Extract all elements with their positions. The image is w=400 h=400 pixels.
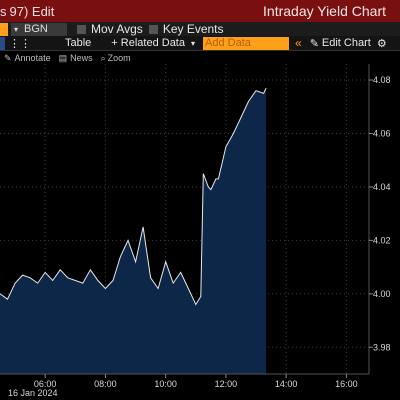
annotate-icon[interactable]: ✎ xyxy=(4,52,12,63)
edit-menu-button[interactable]: 97) Edit xyxy=(9,3,55,19)
y-tick-label: 4.00 xyxy=(373,289,391,299)
x-tick-label: 06:00 xyxy=(34,379,57,389)
y-tick-label: 4.06 xyxy=(373,128,391,138)
intraday-yield-chart[interactable]: 3.98 4.00 4.02 4.04 4.06 4.08 06:00 08:00 10:00… xyxy=(0,64,400,400)
annotation-row: ✎ Annotate ▤ News ⌕ Zoom xyxy=(0,52,400,64)
blue-marker-icon xyxy=(0,36,5,50)
y-tick-label: 4.08 xyxy=(373,75,391,85)
title-bar-fragment: s xyxy=(0,3,7,19)
source-select[interactable]: BGN xyxy=(21,22,67,36)
news-icon[interactable]: ▤ xyxy=(58,52,68,63)
title-bar: s 97) Edit Intraday Yield Chart xyxy=(0,0,400,22)
annotate-button[interactable]: Annotate xyxy=(14,53,51,63)
options-row: ▾ BGN Mov Avgs Key Events xyxy=(0,22,400,36)
x-tick-label: 08:00 xyxy=(94,379,117,389)
pencil-icon[interactable]: ✎ xyxy=(309,37,319,50)
y-axis: 3.98 4.00 4.02 4.04 4.06 4.08 xyxy=(369,75,391,352)
edit-chart-button[interactable]: Edit Chart xyxy=(321,37,371,49)
chart-toolbar: ⋮⋮ Table + Related Data ▾ Add Data « ✎ E… xyxy=(0,36,400,51)
orange-marker-icon xyxy=(0,22,8,36)
key-events-checkbox[interactable] xyxy=(148,24,158,34)
table-button[interactable]: Table xyxy=(65,37,92,49)
window-title: Intraday Yield Chart xyxy=(263,3,386,19)
x-tick-label: 12:00 xyxy=(215,379,238,389)
x-tick-label: 14:00 xyxy=(275,379,298,389)
zoom-button[interactable]: Zoom xyxy=(107,53,131,63)
add-data-input[interactable]: Add Data xyxy=(203,36,289,50)
y-tick-label: 3.98 xyxy=(373,342,391,352)
x-tick-label: 16:00 xyxy=(335,379,358,389)
mov-avgs-label[interactable]: Mov Avgs xyxy=(91,22,143,36)
related-data-button[interactable]: + Related Data xyxy=(111,37,185,49)
chart-plot xyxy=(0,87,267,374)
news-button[interactable]: News xyxy=(70,53,93,63)
chevron-down-icon[interactable]: ▾ xyxy=(190,38,195,48)
mov-avgs-checkbox[interactable] xyxy=(77,24,86,34)
chevron-down-icon[interactable]: ▾ xyxy=(11,22,21,36)
x-tick-label: 10:00 xyxy=(154,379,177,389)
collapse-chevron-icon[interactable]: « xyxy=(295,36,302,50)
gear-icon[interactable]: ⚙ xyxy=(376,37,387,50)
key-events-label[interactable]: Key Events xyxy=(162,22,224,36)
yield-area xyxy=(0,88,267,374)
bars-icon[interactable]: ⋮⋮ xyxy=(9,37,31,50)
x-axis: 06:00 08:00 10:00 12:00 14:00 16:00 xyxy=(34,374,358,389)
y-tick-label: 4.04 xyxy=(373,182,391,192)
zoom-icon[interactable]: ⌕ xyxy=(100,52,106,63)
y-tick-label: 4.02 xyxy=(373,235,391,245)
yield-line xyxy=(0,87,267,306)
date-label: 16 Jan 2024 xyxy=(8,388,58,398)
